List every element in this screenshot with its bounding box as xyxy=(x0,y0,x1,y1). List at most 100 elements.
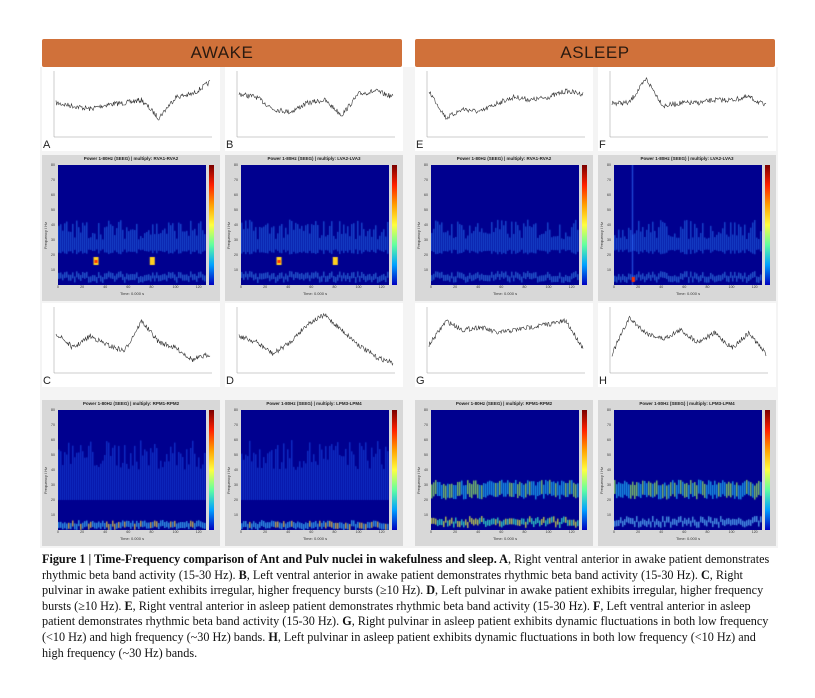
y-tick-label: 10 xyxy=(51,513,55,517)
x-tick-label: 120 xyxy=(751,530,758,534)
caption-text: , Left ventral anterior in asleep patien… xyxy=(42,598,751,629)
x-tick-label: 0 xyxy=(57,285,59,289)
y-tick-label: 60 xyxy=(234,438,238,442)
x-axis-label: Time: 0.000 s xyxy=(120,536,145,541)
caption-bold-text: B xyxy=(238,567,247,582)
x-axis-label: Time: 0.000 s xyxy=(303,291,328,296)
x-tick-label: 80 xyxy=(705,285,710,289)
x-tick-label: 60 xyxy=(682,285,687,289)
y-tick-label: 40 xyxy=(51,468,55,472)
caption-bold-text: F xyxy=(592,598,601,613)
trace-panel-f: F xyxy=(598,67,776,151)
colorbar xyxy=(209,410,214,530)
y-tick-label: 30 xyxy=(51,483,55,487)
x-tick-label: 120 xyxy=(195,530,202,534)
y-tick-label: 60 xyxy=(607,438,611,442)
y-tick-label: 50 xyxy=(607,208,611,212)
panel-letter: A xyxy=(43,139,51,151)
spectrogram-title: Power 1-80Hz (SEEG) | multiply: RPM1-RPM… xyxy=(455,401,553,406)
x-tick-label: 20 xyxy=(80,530,85,534)
x-axis-label: Time: 0.000 s xyxy=(303,536,328,541)
y-tick-label: 50 xyxy=(607,453,611,457)
y-axis-label: Frequency / Hz xyxy=(599,466,604,494)
colorbar xyxy=(582,165,587,285)
spectrogram-panel: Power 1-80Hz (SEEG) | multiply: RVA1-RVA… xyxy=(42,155,220,301)
x-axis-label: Time: 0.000 s xyxy=(676,536,701,541)
y-tick-label: 60 xyxy=(607,193,611,197)
caption-bold-text: D xyxy=(426,583,436,598)
x-tick-label: 80 xyxy=(705,530,710,534)
y-tick-label: 10 xyxy=(607,268,611,272)
spectrogram-heatmap xyxy=(431,410,579,530)
y-tick-label: 30 xyxy=(424,238,428,242)
signal-trace xyxy=(53,307,212,374)
spectrogram-title: Power 1-80Hz (SEEG) | multiply: RVA1-RVA… xyxy=(456,156,552,161)
y-tick-label: 80 xyxy=(234,163,238,167)
y-tick-label: 60 xyxy=(424,193,428,197)
signal-trace xyxy=(236,307,395,374)
y-tick-label: 30 xyxy=(607,483,611,487)
x-tick-label: 60 xyxy=(309,285,314,289)
x-axis-label: Time: 0.000 s xyxy=(676,291,701,296)
y-tick-label: 50 xyxy=(424,453,428,457)
trace-panel-h: H xyxy=(598,303,776,387)
y-tick-label: 80 xyxy=(424,408,428,412)
x-tick-label: 40 xyxy=(103,530,108,534)
x-tick-label: 100 xyxy=(728,530,735,534)
trace-panel-b: B xyxy=(225,67,403,151)
caption-text: , Right pulvinar in asleep patient exhib… xyxy=(42,614,769,644)
colorbar xyxy=(765,165,770,285)
x-axis-label: Time: 0.000 s xyxy=(493,536,518,541)
x-tick-label: 80 xyxy=(332,530,337,534)
spectrogram-heatmap xyxy=(241,410,389,530)
caption-bold-text: C xyxy=(700,567,710,582)
y-tick-label: 30 xyxy=(234,238,238,242)
colorbar xyxy=(392,165,397,285)
panel-letter: B xyxy=(226,139,234,151)
x-tick-label: 20 xyxy=(263,285,268,289)
x-tick-label: 100 xyxy=(355,530,362,534)
x-tick-label: 40 xyxy=(286,285,291,289)
awake-header: AWAKE xyxy=(42,39,402,67)
x-tick-label: 60 xyxy=(126,530,131,534)
spectrogram-panel: Power 1-80Hz (SEEG) | multiply: LVA2-LVA… xyxy=(598,155,776,301)
x-tick-label: 0 xyxy=(430,530,432,534)
spectrogram-title: Power 1-80Hz (SEEG) | multiply: LVA2-LVA… xyxy=(267,156,361,161)
x-tick-label: 20 xyxy=(80,285,85,289)
x-tick-label: 20 xyxy=(263,530,268,534)
y-tick-label: 40 xyxy=(607,468,611,472)
y-tick-label: 10 xyxy=(234,268,238,272)
y-tick-label: 10 xyxy=(51,268,55,272)
caption-text: , Right ventral anterior in awake patien… xyxy=(42,552,770,582)
asleep-header: ASLEEP xyxy=(415,39,775,67)
signal-trace xyxy=(426,71,585,138)
y-tick-label: 50 xyxy=(424,208,428,212)
spectrogram-panel: Power 1-80Hz (SEEG) | multiply: LPM3-LPM… xyxy=(598,400,776,546)
y-tick-label: 20 xyxy=(51,498,55,502)
y-tick-label: 70 xyxy=(51,178,55,182)
spectrogram-heatmap xyxy=(58,165,206,285)
x-tick-label: 100 xyxy=(728,285,735,289)
panel-letter: H xyxy=(599,375,607,387)
y-tick-label: 20 xyxy=(234,253,238,257)
y-tick-label: 40 xyxy=(51,223,55,227)
x-tick-label: 0 xyxy=(613,285,615,289)
x-tick-label: 120 xyxy=(378,530,385,534)
x-tick-label: 120 xyxy=(568,530,575,534)
spectrogram-title: Power 1-80Hz (SEEG) | multiply: RVA1-RVA… xyxy=(83,156,179,161)
y-tick-label: 30 xyxy=(51,238,55,242)
y-tick-label: 80 xyxy=(234,408,238,412)
y-tick-label: 40 xyxy=(234,468,238,472)
y-tick-label: 20 xyxy=(51,253,55,257)
signal-trace xyxy=(53,71,212,138)
y-axis-label: Frequency / Hz xyxy=(226,466,231,494)
trace-panel-g: G xyxy=(415,303,593,387)
signal-trace xyxy=(609,307,768,374)
colorbar xyxy=(582,410,587,530)
y-tick-label: 80 xyxy=(51,408,55,412)
trace-panel-e: E xyxy=(415,67,593,151)
y-tick-label: 50 xyxy=(51,453,55,457)
y-tick-label: 70 xyxy=(51,423,55,427)
x-tick-label: 40 xyxy=(659,530,664,534)
x-tick-label: 20 xyxy=(453,530,458,534)
